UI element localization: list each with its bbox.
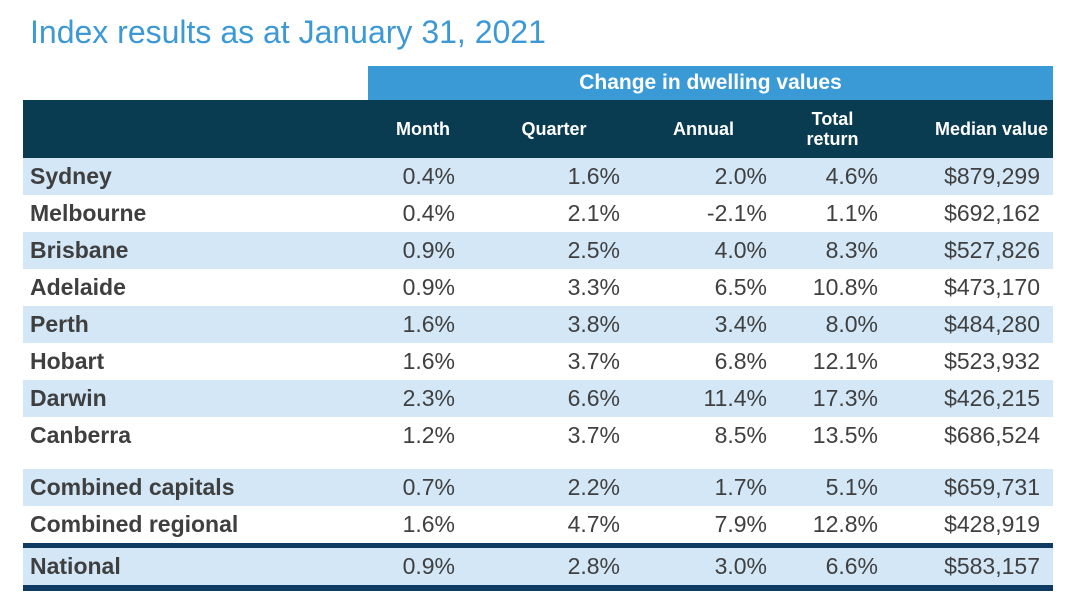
cell-annual: 11.4% <box>703 385 767 411</box>
cell-quarter: 3.8% <box>567 311 620 337</box>
cell-total-return: 10.8% <box>812 274 878 300</box>
cell-annual: 1.7% <box>714 474 767 500</box>
cell-month: 0.9% <box>402 237 455 263</box>
table-row-brisbane: Brisbane 0.9% 2.5% 4.0% 8.3% $527,826 <box>23 232 1053 269</box>
cell-total-return: 6.6% <box>825 553 878 579</box>
cell-median-value: $484,280 <box>944 311 1040 337</box>
cell-month: 1.6% <box>402 311 455 337</box>
table-row-sydney: Sydney 0.4% 1.6% 2.0% 4.6% $879,299 <box>23 158 1053 195</box>
cell-annual: 2.0% <box>714 163 767 189</box>
row-label: Canberra <box>30 422 131 448</box>
cell-median-value: $692,162 <box>944 200 1040 226</box>
cell-median-value: $527,826 <box>944 237 1040 263</box>
column-header-median-value: Median value <box>934 118 1048 139</box>
table-row-perth: Perth 1.6% 3.8% 3.4% 8.0% $484,280 <box>23 306 1053 343</box>
cell-median-value: $426,215 <box>944 385 1040 411</box>
page-title: Index results as at January 31, 2021 <box>30 14 546 50</box>
cell-annual: 4.0% <box>714 237 767 263</box>
cell-quarter: 2.2% <box>567 474 620 500</box>
cell-median-value: $473,170 <box>944 274 1040 300</box>
cell-month: 0.7% <box>402 474 455 500</box>
table-header-row: Month Quarter Annual Total return Median… <box>23 100 1053 158</box>
cell-quarter: 4.7% <box>567 511 620 537</box>
cell-median-value: $686,524 <box>944 422 1040 448</box>
cell-month: 1.6% <box>402 511 455 537</box>
cell-annual: -2.1% <box>706 200 767 226</box>
cell-median-value: $428,919 <box>944 511 1040 537</box>
cell-total-return: 1.1% <box>825 200 878 226</box>
row-label: Hobart <box>30 348 105 374</box>
cell-annual: 3.0% <box>714 553 767 579</box>
cell-quarter: 2.8% <box>567 553 620 579</box>
table-row-combined-regional: Combined regional 1.6% 4.7% 7.9% 12.8% $… <box>23 506 1053 543</box>
cell-annual: 7.9% <box>714 511 767 537</box>
cell-total-return: 8.0% <box>825 311 878 337</box>
column-header-month: Month <box>396 118 450 139</box>
cell-quarter: 3.7% <box>567 422 620 448</box>
row-label: Sydney <box>30 163 112 189</box>
table-row-adelaide: Adelaide 0.9% 3.3% 6.5% 10.8% $473,170 <box>23 269 1053 306</box>
row-label: Perth <box>30 311 89 337</box>
row-label: Combined capitals <box>30 474 235 500</box>
cell-total-return: 13.5% <box>812 422 878 448</box>
cell-median-value: $879,299 <box>944 163 1040 189</box>
row-label: Melbourne <box>30 200 147 226</box>
table-row-darwin: Darwin 2.3% 6.6% 11.4% 17.3% $426,215 <box>23 380 1053 417</box>
cell-total-return: 8.3% <box>825 237 878 263</box>
row-label: Darwin <box>30 385 107 411</box>
row-label: National <box>30 553 121 579</box>
cell-annual: 8.5% <box>714 422 767 448</box>
index-results-table: Month Quarter Annual Total return Median… <box>23 100 1053 591</box>
table-row-canberra: Canberra 1.2% 3.7% 8.5% 13.5% $686,524 <box>23 417 1053 454</box>
cell-total-return: 5.1% <box>825 474 878 500</box>
cell-median-value: $523,932 <box>944 348 1040 374</box>
cell-quarter: 3.3% <box>567 274 620 300</box>
cell-quarter: 6.6% <box>567 385 620 411</box>
cell-month: 1.2% <box>402 422 455 448</box>
group-header-change-in-dwelling-values: Change in dwelling values <box>368 66 1053 100</box>
cell-total-return: 12.1% <box>812 348 878 374</box>
cell-quarter: 3.7% <box>567 348 620 374</box>
cell-annual: 6.8% <box>714 348 767 374</box>
column-header-total-return: Total return <box>777 109 888 149</box>
cell-median-value: $583,157 <box>944 553 1040 579</box>
cell-total-return: 12.8% <box>812 511 878 537</box>
cell-total-return: 17.3% <box>812 385 878 411</box>
cell-quarter: 1.6% <box>567 163 620 189</box>
cell-month: 0.9% <box>402 553 455 579</box>
table-row-hobart: Hobart 1.6% 3.7% 6.8% 12.1% $523,932 <box>23 343 1053 380</box>
row-label: Combined regional <box>30 511 239 537</box>
cell-annual: 6.5% <box>714 274 767 300</box>
cell-quarter: 2.5% <box>567 237 620 263</box>
cell-month: 1.6% <box>402 348 455 374</box>
table-row-combined-capitals: Combined capitals 0.7% 2.2% 1.7% 5.1% $6… <box>23 469 1053 506</box>
table-row-melbourne: Melbourne 0.4% 2.1% -2.1% 1.1% $692,162 <box>23 195 1053 232</box>
row-label: Brisbane <box>30 237 129 263</box>
cell-quarter: 2.1% <box>567 200 620 226</box>
column-header-total-return-label: Total return <box>806 108 859 149</box>
cell-annual: 3.4% <box>714 311 767 337</box>
row-label: Adelaide <box>30 274 126 300</box>
column-header-annual: Annual <box>673 118 734 139</box>
cell-month: 2.3% <box>402 385 455 411</box>
cell-median-value: $659,731 <box>944 474 1040 500</box>
cell-month: 0.9% <box>402 274 455 300</box>
cell-month: 0.4% <box>402 200 455 226</box>
column-header-quarter: Quarter <box>521 118 587 139</box>
table-row-national: National 0.9% 2.8% 3.0% 6.6% $583,157 <box>23 543 1053 591</box>
table-section-gap <box>23 454 1053 469</box>
cell-month: 0.4% <box>402 163 455 189</box>
cell-total-return: 4.6% <box>825 163 878 189</box>
